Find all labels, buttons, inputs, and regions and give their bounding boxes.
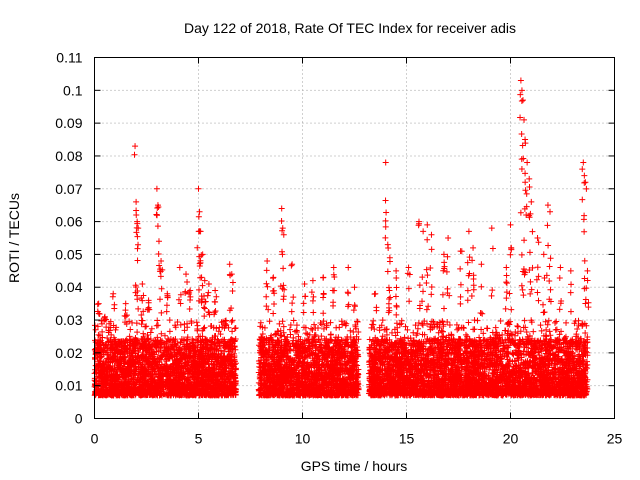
scatter-point	[228, 318, 235, 325]
scatter-point	[290, 317, 297, 324]
scatter-point	[293, 322, 300, 329]
scatter-point	[327, 319, 334, 326]
scatter-point	[166, 317, 173, 324]
scatter-point	[174, 318, 181, 325]
scatter-point	[181, 327, 188, 334]
scatter-point	[153, 322, 160, 329]
scatter-point	[184, 320, 191, 327]
scatter-point	[177, 321, 184, 328]
scatter-point	[148, 325, 155, 332]
scatter-point	[280, 323, 287, 330]
scatter-point	[311, 333, 318, 340]
scatter-point	[286, 326, 293, 333]
scatter-point	[347, 327, 354, 334]
scatter-point	[147, 329, 154, 336]
scatter-point	[308, 325, 315, 332]
scatter-point	[279, 318, 286, 325]
scatter-point	[194, 322, 201, 329]
scatter-point	[287, 322, 294, 329]
scatter-point	[154, 317, 161, 324]
scatter-point	[545, 317, 552, 324]
scatter-point	[232, 325, 239, 332]
data-points	[91, 77, 592, 399]
scatter-point	[127, 326, 134, 333]
scatter-point	[311, 321, 318, 328]
scatter-point	[140, 330, 147, 337]
scatter-point	[229, 328, 236, 335]
scatter-point	[276, 320, 283, 327]
scatter-point	[129, 319, 136, 326]
scatter-point	[336, 324, 343, 331]
scatter-point	[201, 324, 208, 331]
scatter-point	[166, 328, 173, 335]
scatter-point	[155, 322, 162, 329]
scatter-point	[257, 319, 264, 326]
chart-title: Day 122 of 2018, Rate Of TEC Index for r…	[184, 20, 516, 36]
scatter-point	[229, 317, 236, 324]
scatter-point	[107, 349, 114, 356]
scatter-point	[105, 327, 112, 334]
scatter-point	[134, 329, 141, 336]
scatter-point	[266, 318, 273, 325]
scatter-point	[287, 331, 294, 338]
